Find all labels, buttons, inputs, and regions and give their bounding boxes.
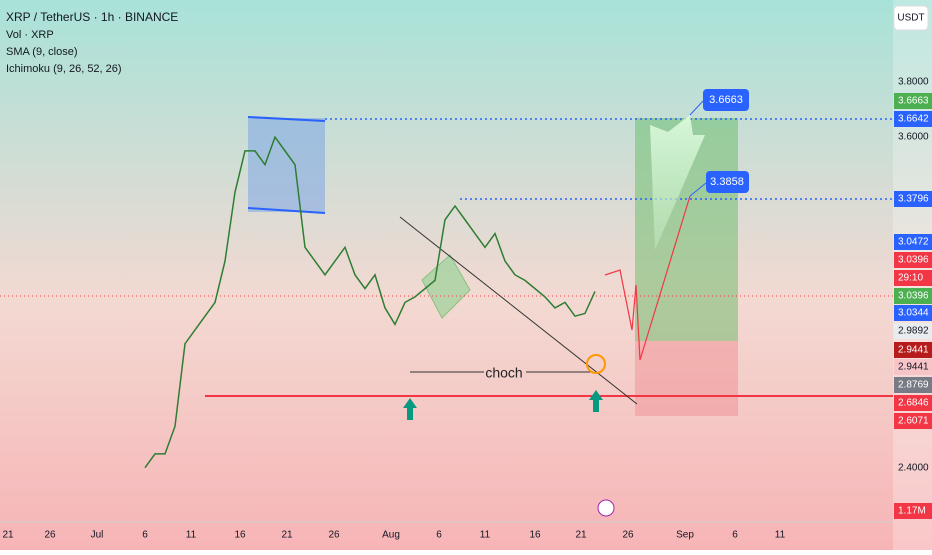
- price-tag: [894, 342, 932, 358]
- price-tick: 3.8000: [898, 77, 929, 88]
- date-label: 16: [234, 530, 246, 541]
- date-label: 11: [775, 530, 786, 541]
- price-tag-text: 2.6846: [898, 398, 929, 409]
- price-trace: [144, 135, 596, 469]
- price-tag-text: 3.6642: [898, 114, 929, 125]
- date-label: 11: [480, 530, 491, 541]
- date-label: Jul: [91, 530, 104, 541]
- price-tag: [894, 305, 932, 321]
- price-tag-text: 2.9892: [898, 326, 929, 337]
- callout-text: 3.6663: [709, 94, 743, 106]
- callout-line: [689, 100, 704, 116]
- indicator-label: SMA (9, close): [6, 46, 78, 58]
- indicator-label: Vol · XRP: [6, 29, 54, 41]
- price-tag: [894, 288, 932, 304]
- date-label: 21: [575, 530, 587, 541]
- up-arrow: [589, 390, 603, 412]
- price-tick: 3.6000: [898, 132, 929, 143]
- big-arrow: [650, 115, 705, 250]
- date-label: 26: [622, 530, 634, 541]
- date-label: 6: [732, 530, 738, 541]
- date-label: 11: [186, 530, 197, 541]
- price-tag-text: 2.9441: [898, 362, 929, 373]
- price-tag-text: 2.9441: [898, 345, 929, 356]
- price-tag-text: 29:10: [898, 273, 923, 284]
- price-tick: 2.4000: [898, 463, 929, 474]
- price-tag: [894, 270, 932, 286]
- event-icon[interactable]: [597, 499, 615, 517]
- callout-box: [703, 89, 749, 111]
- price-tag: [894, 323, 932, 339]
- symbol-title: XRP / TetherUS · 1h · BINANCE: [6, 10, 178, 24]
- choch-label: choch: [485, 365, 522, 381]
- date-label: 21: [2, 530, 14, 541]
- currency-button[interactable]: [893, 5, 929, 31]
- marker-circle: [586, 354, 606, 374]
- indicator-label: Ichimoku (9, 26, 52, 26): [6, 63, 122, 75]
- date-label: Sep: [676, 530, 694, 541]
- range-bottom: [247, 207, 326, 214]
- price-tag: [894, 234, 932, 250]
- price-tag-text: 3.0396: [898, 291, 929, 302]
- price-tag-text: 2.8769: [898, 380, 929, 391]
- callout-box: [706, 171, 749, 193]
- range-top: [247, 116, 326, 122]
- price-tag: [894, 359, 932, 375]
- callout-text: 3.3858: [710, 176, 744, 188]
- price-tag: [894, 93, 932, 109]
- price-tag-text: 3.0344: [898, 308, 929, 319]
- loss-zone: [635, 341, 738, 416]
- flag-box: [421, 254, 471, 319]
- price-tag: [894, 111, 932, 127]
- callout-line: [689, 182, 707, 197]
- up-arrow: [403, 398, 417, 420]
- date-label: 21: [281, 530, 293, 541]
- date-label: 6: [142, 530, 148, 541]
- price-tag: [894, 252, 932, 268]
- price-tag: [894, 395, 932, 411]
- date-label: 26: [44, 530, 56, 541]
- currency-label[interactable]: USDT: [897, 13, 924, 24]
- price-tag: [894, 191, 932, 207]
- date-label: 26: [328, 530, 340, 541]
- price-tag-text: 3.0472: [898, 237, 929, 248]
- price-tag-text: 3.3796: [898, 194, 929, 205]
- price-tag-text: 3.0396: [898, 255, 929, 266]
- date-label: Aug: [382, 530, 400, 541]
- price-tag-text: 2.6071: [898, 416, 929, 427]
- date-label: 16: [529, 530, 541, 541]
- forecast-path: [604, 195, 691, 361]
- price-tag: [894, 377, 932, 393]
- price-tag: [894, 503, 932, 519]
- price-tag: [894, 413, 932, 429]
- price-tag-text: 1.17M: [898, 506, 926, 517]
- date-label: 6: [436, 530, 442, 541]
- price-tag-text: 3.6663: [898, 96, 929, 107]
- range-box: [248, 118, 325, 212]
